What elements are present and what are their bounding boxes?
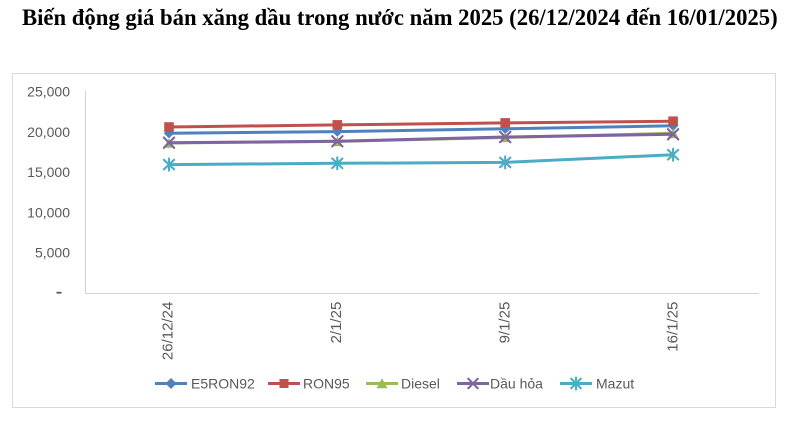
svg-text:15,000: 15,000 [27,164,70,180]
svg-text:5,000: 5,000 [35,245,70,261]
svg-text:25,000: 25,000 [27,84,70,100]
svg-text:2/1/25: 2/1/25 [328,302,345,344]
svg-text:RON95: RON95 [303,376,350,392]
svg-text:20,000: 20,000 [27,124,70,140]
svg-text:Dầu hỏa: Dầu hỏa [490,376,543,392]
svg-text:Mazut: Mazut [596,376,634,392]
svg-text:26/12/24: 26/12/24 [160,302,177,360]
svg-text:10,000: 10,000 [27,204,70,220]
svg-text:9/1/25: 9/1/25 [496,302,513,344]
svg-text:Diesel: Diesel [401,376,440,392]
svg-text:E5RON92: E5RON92 [191,376,255,392]
svg-text:16/1/25: 16/1/25 [665,302,682,352]
